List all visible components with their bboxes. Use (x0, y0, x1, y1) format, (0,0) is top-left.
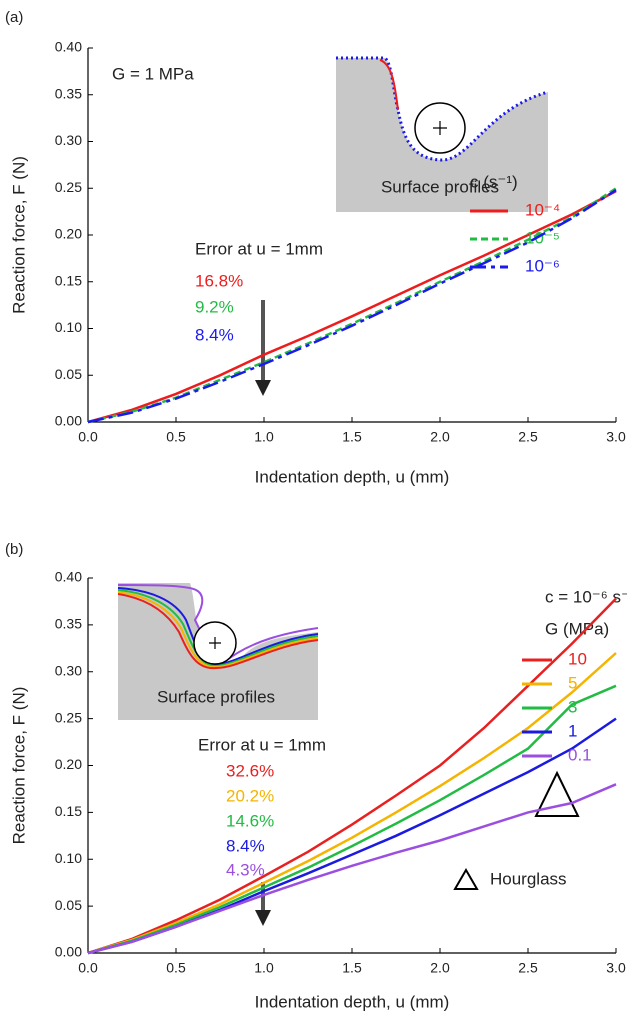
y-tick-label: 0.20 (55, 756, 82, 772)
y-tick-label: 0.35 (55, 85, 82, 101)
inset-a (336, 56, 549, 212)
y-tick-label: 0.30 (55, 662, 82, 678)
y-tick-label: 0.00 (55, 413, 82, 429)
y-tick-label: 0.25 (55, 709, 82, 725)
inset-profile (117, 593, 319, 670)
error-title: Error at u = 1mm (195, 239, 323, 258)
error-label: 4.3% (226, 860, 265, 879)
y-tick-label: 0.15 (55, 803, 82, 819)
error-title: Error at u = 1mm (198, 735, 326, 754)
legend-label: 0.1 (568, 745, 592, 764)
hourglass-marker (534, 770, 580, 817)
y-tick-label: 0.25 (55, 179, 82, 195)
x-tick-label: 1.5 (342, 429, 362, 445)
y-axis-label: Reaction force, F (N) (9, 687, 28, 845)
panel-label: (b) (5, 541, 23, 558)
error-label: 16.8% (195, 271, 243, 290)
series-line (87, 189, 617, 424)
y-tick-label: 0.15 (55, 272, 82, 288)
y-tick-label: 0.10 (55, 850, 82, 866)
legend-label: 10⁻⁴ (525, 200, 560, 219)
panel-label: (a) (5, 9, 23, 26)
series-line (87, 187, 617, 424)
hourglass-symbol (453, 868, 479, 890)
series-line (87, 189, 617, 424)
y-tick-label: 0.05 (55, 366, 82, 382)
x-tick-label: 2.0 (430, 960, 450, 976)
inset-profile (117, 584, 319, 666)
y-tick-label: 0.35 (55, 616, 82, 632)
x-tick-label: 1.0 (254, 429, 274, 445)
y-tick-label: 0.10 (55, 319, 82, 335)
hourglass-label: Hourglass (490, 869, 567, 888)
y-tick-label: 0.40 (55, 569, 82, 585)
legend-label: 1 (568, 721, 577, 740)
series-line (87, 652, 617, 955)
x-tick-label: 0.5 (166, 960, 186, 976)
inset-b (117, 583, 319, 720)
y-tick-label: 0.05 (55, 897, 82, 913)
x-tick-label: 1.0 (254, 960, 274, 976)
y-tick-label: 0.30 (55, 132, 82, 148)
inset-profile (117, 591, 319, 669)
legend-label: 10⁻⁵ (525, 228, 560, 247)
x-tick-label: 0.0 (78, 960, 98, 976)
error-label: 8.4% (226, 836, 265, 855)
inset-label: Surface profiles (157, 687, 275, 706)
indenter-center (433, 121, 447, 135)
y-tick-label: 0.20 (55, 226, 82, 242)
x-tick-label: 2.0 (430, 429, 450, 445)
indenter-center (209, 637, 221, 649)
legend-label: 10⁻⁶ (525, 256, 560, 275)
error-label: 8.4% (195, 325, 234, 344)
legend-title: G (MPa) (545, 619, 609, 638)
y-tick-label: 0.00 (55, 944, 82, 960)
inset-profile (379, 59, 399, 111)
legend-label: 10 (568, 649, 587, 668)
y-axis-label: Reaction force, F (N) (9, 156, 28, 314)
error-label: 20.2% (226, 786, 274, 805)
arrow-head (255, 380, 271, 396)
error-label: 9.2% (195, 297, 234, 316)
x-tick-label: 3.0 (606, 960, 626, 976)
error-label: 14.6% (226, 811, 274, 830)
legend-note: c = 10⁻⁶ s⁻¹ (545, 587, 627, 606)
series-line (87, 783, 617, 955)
series-line (87, 597, 617, 955)
x-tick-label: 2.5 (518, 960, 538, 976)
legend-label: 3 (568, 697, 577, 716)
x-tick-label: 3.0 (606, 429, 626, 445)
inset-label: Surface profiles (381, 177, 499, 196)
y-tick-label: 0.40 (55, 39, 82, 55)
series-line (87, 684, 617, 955)
inset-surface (336, 58, 548, 212)
arrow-head (255, 910, 271, 926)
x-tick-label: 1.5 (342, 960, 362, 976)
x-axis-label: Indentation depth, u (mm) (255, 467, 450, 486)
annotation: G = 1 MPa (112, 64, 194, 83)
x-axis-label: Indentation depth, u (mm) (255, 992, 450, 1011)
x-tick-label: 0.0 (78, 429, 98, 445)
error-label: 32.6% (226, 761, 274, 780)
legend-label: 5 (568, 673, 577, 692)
x-tick-label: 0.5 (166, 429, 186, 445)
legend-title: c (s⁻¹) (470, 172, 518, 191)
x-tick-label: 2.5 (518, 429, 538, 445)
series-line (87, 717, 617, 955)
